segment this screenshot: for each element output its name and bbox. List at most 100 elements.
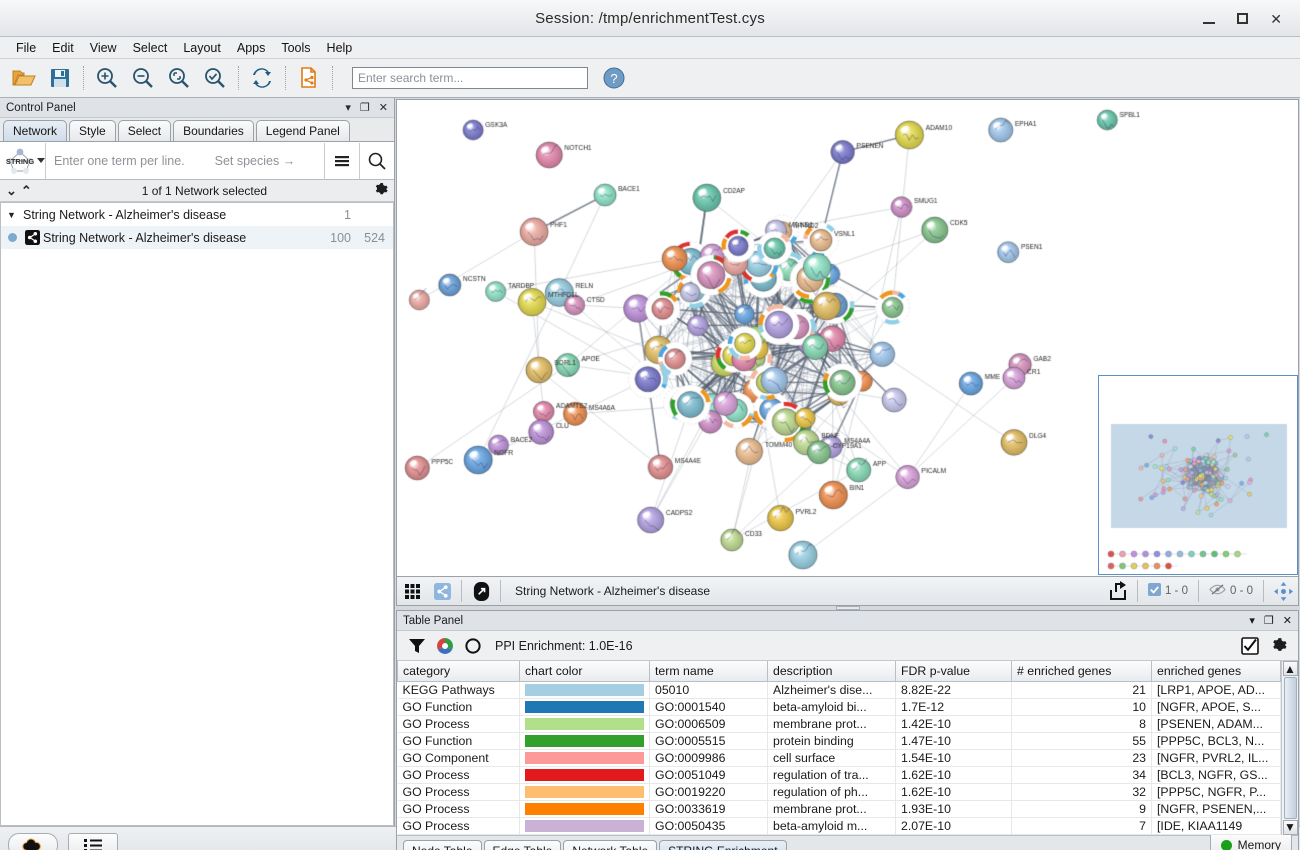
cell-chart-color — [519, 715, 650, 733]
tab-edge-table[interactable]: Edge Table — [483, 839, 562, 850]
table-row[interactable]: GO Process GO:0050435 beta-amyloid m... 2.0… — [397, 817, 1281, 835]
network-navigator[interactable] — [1098, 375, 1298, 575]
scroll-down-icon[interactable]: ▼ — [1282, 819, 1298, 835]
column-header-description[interactable]: description — [767, 661, 896, 682]
menu-tools[interactable]: Tools — [281, 40, 311, 55]
export-network-icon[interactable] — [291, 61, 327, 95]
column-header-term-name[interactable]: term name — [649, 661, 768, 682]
enrichment-table-body[interactable]: KEGG Pathways 05010 Alzheimer's dise... 8.8… — [397, 681, 1281, 835]
tab-style[interactable]: Style — [69, 120, 116, 141]
column-header-enriched-genes[interactable]: enriched genes — [1151, 661, 1281, 682]
export-image-icon[interactable] — [1103, 577, 1133, 605]
zoom-out-icon[interactable] — [125, 61, 161, 95]
select-all-icon[interactable] — [1236, 633, 1264, 659]
gear-icon[interactable] — [373, 182, 388, 200]
expander-icon[interactable]: ▼ — [7, 209, 16, 220]
cell-category: KEGG Pathways — [397, 681, 520, 699]
task-list-icon[interactable] — [68, 833, 118, 850]
tab-network-table[interactable]: Network Table — [563, 839, 658, 850]
restore-icon[interactable]: ❐ — [1263, 615, 1274, 627]
zoom-selected-icon[interactable] — [197, 61, 233, 95]
close-button[interactable]: ✕ — [1270, 10, 1282, 27]
filter-funnel-icon[interactable] — [403, 633, 431, 659]
column-header-chart-color[interactable]: chart color — [519, 661, 650, 682]
network-tree-root-row[interactable]: ▼ String Network - Alzheimer's disease 1 — [1, 203, 393, 226]
network-and-table-area: String Network - Alzheimer's disease 1 -… — [395, 98, 1300, 850]
table-row[interactable]: GO Function GO:0005515 protein binding 1.47… — [397, 732, 1281, 750]
tab-legend-panel[interactable]: Legend Panel — [255, 120, 350, 141]
scrollbar-thumb[interactable] — [1283, 677, 1297, 819]
grid-layout-icon[interactable] — [397, 577, 427, 605]
save-icon[interactable] — [42, 61, 78, 95]
menu-view[interactable]: View — [89, 40, 117, 55]
navigator-canvas[interactable] — [1099, 376, 1297, 574]
close-icon[interactable]: ✕ — [378, 102, 388, 114]
network-canvas-container[interactable] — [396, 99, 1299, 577]
hidden-nodes-count[interactable]: 0 - 0 — [1203, 583, 1259, 599]
gear-icon[interactable] — [1264, 633, 1292, 659]
table-row[interactable]: KEGG Pathways 05010 Alzheimer's dise... 8.8… — [397, 681, 1281, 699]
menu-help[interactable]: Help — [326, 40, 353, 55]
table-panel-toolbar: PPI Enrichment: 1.0E-16 — [397, 631, 1298, 661]
double-chevron-down-icon[interactable]: ⌄ — [6, 182, 17, 198]
hamburger-icon[interactable] — [325, 143, 359, 179]
restore-icon[interactable]: ❐ — [359, 102, 370, 114]
cloud-icon[interactable] — [8, 833, 58, 850]
network-view-status-bar: String Network - Alzheimer's disease 1 -… — [396, 577, 1299, 606]
open-folder-icon[interactable] — [6, 61, 42, 95]
search-input[interactable]: Enter search term... — [352, 67, 588, 89]
column-header-fdr-p-value[interactable]: FDR p-value — [895, 661, 1012, 682]
chevron-down-icon[interactable]: ▾ — [1249, 615, 1255, 627]
minimize-button[interactable] — [1203, 12, 1216, 26]
selected-nodes-count[interactable]: 1 - 0 — [1142, 583, 1194, 599]
control-panel-tabs: Network Style Select Boundaries Legend P… — [0, 118, 394, 142]
help-icon[interactable]: ? — [602, 66, 626, 90]
color-donut-icon[interactable] — [431, 633, 459, 659]
pan-crosshair-icon[interactable] — [1268, 577, 1298, 605]
tab-network[interactable]: Network — [3, 120, 68, 141]
search-icon[interactable] — [360, 143, 394, 179]
string-species-dropdown-icon[interactable] — [37, 158, 45, 163]
menu-apps[interactable]: Apps — [236, 40, 266, 55]
string-logo-icon[interactable]: STRING — [0, 143, 40, 179]
table-row[interactable]: GO Process GO:0006509 membrane prot... 1.42… — [397, 715, 1281, 733]
enrichment-table-scroll[interactable]: category chart color term name descripti… — [397, 661, 1298, 835]
table-row[interactable]: GO Process GO:0033619 membrane prot... 1.93… — [397, 800, 1281, 818]
close-icon[interactable]: ✕ — [1282, 615, 1292, 627]
table-row[interactable]: GO Process GO:0051049 regulation of tra...… — [397, 766, 1281, 784]
enrichment-table[interactable]: category chart color term name descripti… — [397, 661, 1281, 835]
tab-node-table[interactable]: Node Table — [403, 839, 482, 850]
control-panel: Control Panel ▾ ❐ ✕ Network Style Select… — [0, 98, 395, 826]
column-header-category[interactable]: category — [397, 661, 520, 682]
string-term-input[interactable]: Enter one term per line. Set species → — [46, 154, 324, 168]
set-species-link[interactable]: Set species → — [214, 153, 296, 168]
zoom-in-icon[interactable] — [89, 61, 125, 95]
refresh-icon[interactable] — [244, 61, 280, 95]
menu-layout[interactable]: Layout — [183, 40, 221, 55]
string-view-icon[interactable] — [427, 577, 457, 605]
column-header-enriched-count[interactable]: # enriched genes — [1011, 661, 1152, 682]
table-row[interactable]: GO Process GO:0019220 regulation of ph... 1… — [397, 783, 1281, 801]
zoom-fit-icon[interactable] — [161, 61, 197, 95]
double-chevron-up-icon[interactable]: ⌃ — [20, 182, 32, 198]
splitter-grip[interactable] — [835, 606, 860, 610]
menu-edit[interactable]: Edit — [52, 40, 74, 55]
cell-enriched-count: 55 — [1011, 732, 1152, 750]
table-row[interactable]: GO Function GO:0001540 beta-amyloid bi... 1… — [397, 698, 1281, 716]
menu-file[interactable]: File — [16, 40, 37, 55]
tab-select[interactable]: Select — [117, 120, 172, 141]
table-vertical-scrollbar[interactable]: ▲ ▼ — [1281, 661, 1298, 835]
chevron-down-icon[interactable]: ▾ — [345, 102, 351, 114]
network-tree[interactable]: ▼ String Network - Alzheimer's disease 1… — [0, 202, 394, 826]
table-row[interactable]: GO Component GO:0009986 cell surface 1.54E-… — [397, 749, 1281, 767]
tab-boundaries[interactable]: Boundaries — [173, 120, 254, 141]
menu-select[interactable]: Select — [132, 40, 168, 55]
memory-status-button[interactable]: Memory — [1209, 833, 1292, 850]
maximize-button[interactable] — [1237, 12, 1249, 26]
panel-splitter[interactable] — [395, 606, 1300, 610]
scroll-up-icon[interactable]: ▲ — [1282, 661, 1298, 676]
network-tree-item-string-network[interactable]: String Network - Alzheimer's disease 100… — [1, 226, 393, 249]
tab-string-enrichment[interactable]: STRING Enrichment — [659, 839, 787, 850]
ring-icon[interactable] — [459, 633, 487, 659]
annotation-arrow-icon[interactable] — [466, 577, 496, 605]
